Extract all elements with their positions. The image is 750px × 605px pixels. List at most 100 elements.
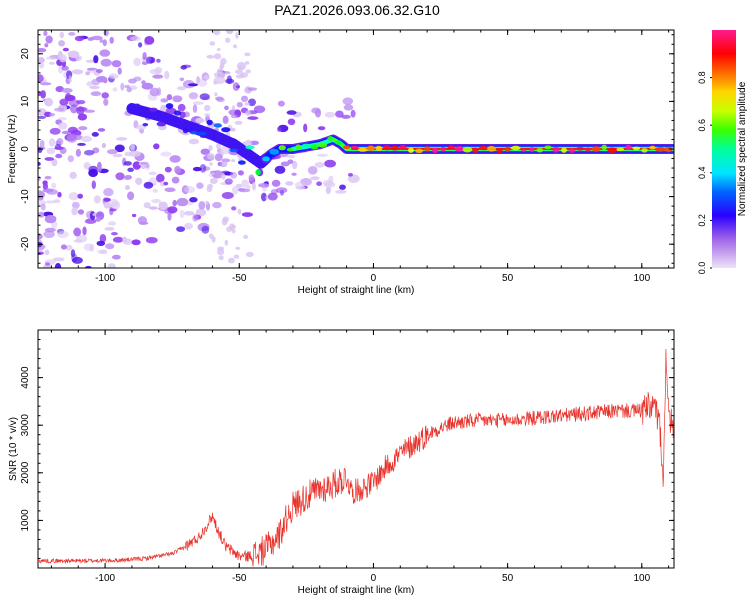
heatmap-speckle xyxy=(131,213,137,218)
ridge-peak xyxy=(568,148,576,153)
heatmap-speckle xyxy=(172,95,183,103)
ridge-peak xyxy=(616,147,625,152)
ridge-peak xyxy=(641,148,648,153)
heatmap-speckle xyxy=(77,193,83,199)
heatmap-speckle xyxy=(232,82,240,91)
heatmap-speckle xyxy=(180,65,187,70)
heatmap-speckle xyxy=(311,107,321,114)
heatmap-speckle xyxy=(184,222,193,230)
snr-x-tick-label: 100 xyxy=(633,573,650,584)
heatmap-speckle xyxy=(275,187,288,194)
heatmap-speckle xyxy=(97,166,102,172)
snr-y-axis-label: SNR (10 * v/v) xyxy=(8,417,19,481)
heatmap-speckle xyxy=(132,161,141,170)
heatmap-ridge xyxy=(126,103,674,176)
heatmap-speckle xyxy=(82,226,87,236)
ridge-peak xyxy=(390,145,400,151)
heatmap-speckle xyxy=(316,181,322,186)
snr-x-tick-label: 50 xyxy=(502,573,514,584)
ridge-peak xyxy=(487,145,496,152)
snr-panel: -100 -50 0 50 100 1000 2000 3000 4000 Height of… xyxy=(8,329,675,596)
heatmap-speckle xyxy=(68,75,73,83)
heatmap-speckle xyxy=(218,255,224,261)
heatmap-speckle xyxy=(249,140,259,146)
ridge-peak xyxy=(601,144,607,151)
heatmap-speckle xyxy=(188,92,199,100)
ridge-peak xyxy=(196,131,207,136)
colorbar-label: Normalized spectral amplitude xyxy=(737,81,748,216)
ridge-peak xyxy=(424,146,431,152)
heatmap-speckle xyxy=(101,142,106,149)
heatmap-speckle xyxy=(141,80,146,85)
ridge-peak xyxy=(245,145,255,150)
ridge-peak xyxy=(173,110,182,116)
heatmap-speckle xyxy=(208,145,213,151)
heatmap-speckle xyxy=(277,126,282,132)
heatmap-speckle xyxy=(151,199,162,204)
heatmap-speckle xyxy=(219,62,225,69)
heatmap-speckle xyxy=(44,43,49,48)
heatmap-speckle xyxy=(38,162,41,166)
heatmap-speckle xyxy=(167,206,178,214)
heatmap-speckle xyxy=(174,165,181,174)
heatmap-speckle xyxy=(60,244,67,250)
heatmap-speckle xyxy=(222,216,230,223)
heatmap-speckle xyxy=(100,58,112,67)
heatmap-speckle xyxy=(192,104,198,113)
heatmap-speckle xyxy=(95,217,101,222)
ridge-peak xyxy=(343,145,351,150)
heatmap-speckle xyxy=(280,161,290,167)
ridge-peak xyxy=(206,119,213,126)
ridge-peak xyxy=(454,146,464,152)
heatmap-speckle xyxy=(64,94,76,102)
heatmap-speckle xyxy=(120,82,125,91)
ridge-peak xyxy=(142,123,149,127)
heatmap-speckle xyxy=(77,209,85,215)
snr-y-ticks: 1000 2000 3000 4000 xyxy=(20,339,674,559)
heatmap-speckle xyxy=(58,117,67,121)
heatmap-speckle xyxy=(73,227,82,237)
heatmap-speckle xyxy=(199,93,210,101)
heatmap-speckle xyxy=(204,112,211,118)
heatmap-speckle xyxy=(141,82,154,90)
heatmap-speckle xyxy=(44,175,52,180)
heatmap-speckle xyxy=(68,99,80,107)
heatmap-speckle xyxy=(237,170,244,176)
heatmap-speckle xyxy=(211,236,216,243)
heatmap-speckle xyxy=(71,256,83,264)
heatmap-speckle xyxy=(156,58,161,63)
ridge-peak xyxy=(552,146,560,153)
heatmap-speckle xyxy=(241,212,253,218)
heatmap-speckle xyxy=(54,107,65,112)
heatmap-speckle xyxy=(245,251,254,258)
heatmap-speckle xyxy=(317,126,326,131)
colorbar-tick-label: 0.6 xyxy=(697,119,707,132)
heatmap-speckle xyxy=(127,167,134,172)
heatmap-speckle xyxy=(176,86,187,91)
heatmap-speckle xyxy=(91,180,97,189)
heatmap-speckle xyxy=(196,182,204,189)
heatmap-speckle xyxy=(70,104,78,114)
heatmap-speckle xyxy=(126,87,132,93)
heatmap-speckle xyxy=(292,160,298,170)
heatmap-speckle xyxy=(172,199,177,207)
heatmap-speckle xyxy=(230,171,238,179)
heatmap-speckle xyxy=(158,201,168,211)
heatmap-speckle xyxy=(49,127,61,135)
heatmap-speckle xyxy=(65,244,73,251)
ridge-peak xyxy=(561,147,567,153)
heatmap-speckle xyxy=(231,206,237,211)
heatmap-speckle xyxy=(61,88,73,93)
heatmap-speckle xyxy=(148,206,158,210)
heatmap-speckle xyxy=(226,30,234,34)
heatmap-speckle xyxy=(231,224,237,229)
heatmap-speckle xyxy=(39,62,44,69)
ridge-peak xyxy=(440,146,446,152)
ridge-peak xyxy=(189,131,198,135)
colorbar-tick-label: 0.0 xyxy=(697,262,707,275)
heatmap-speckle xyxy=(177,103,186,112)
colorbar-tick-label: 0.8 xyxy=(697,71,707,84)
heatmap-speckle xyxy=(164,107,177,115)
heatmap-speckle xyxy=(314,162,325,168)
heatmap-speckle xyxy=(112,254,121,260)
